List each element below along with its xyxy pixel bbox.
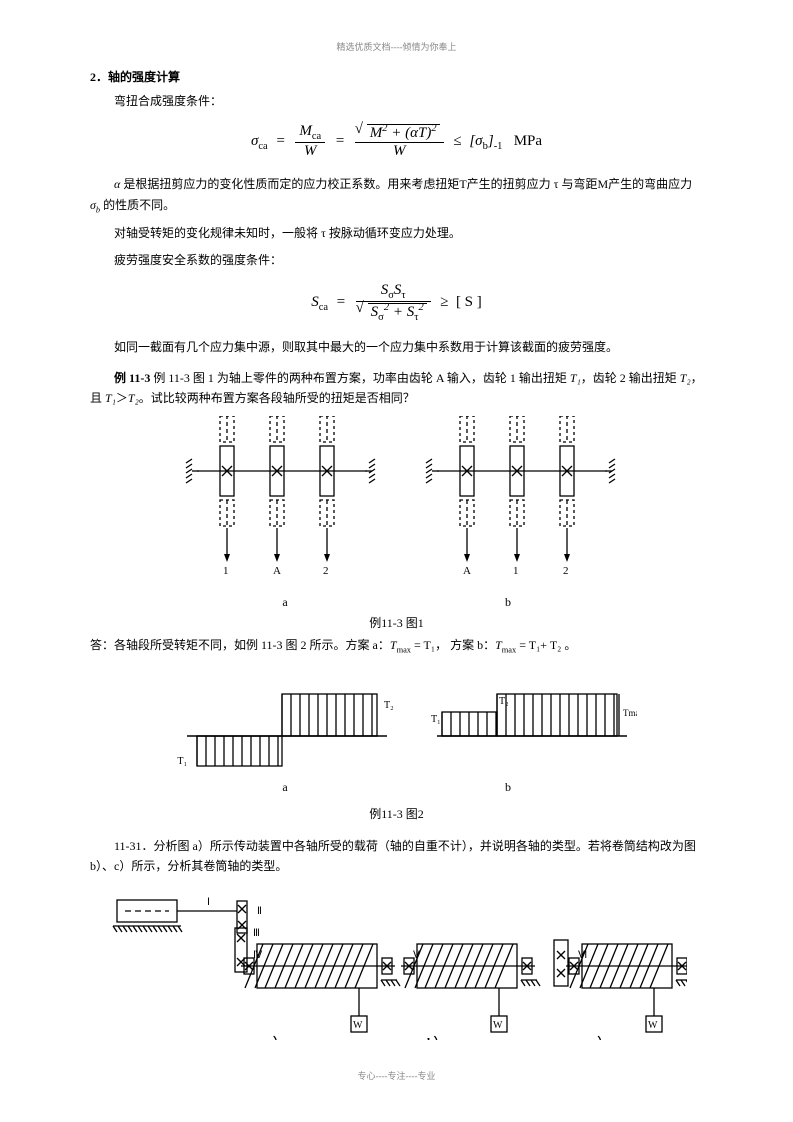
svg-text:1: 1 — [513, 565, 519, 577]
svg-text:Ⅱ: Ⅱ — [257, 906, 262, 917]
figure-1: 1 A 2 A 1 2 — [157, 416, 637, 591]
header-text: 精选优质文档----倾情为你奉上 — [0, 40, 793, 53]
footer-text: 专心----专注----专业 — [0, 1069, 793, 1082]
figure-3: Ⅰ Ⅱ Ⅲ Ⅳ Wa） Ⅴ Wb） Ⅵ Wc） — [107, 885, 687, 1040]
formula-2: Sca = SσSτ Sσ2 + Sτ2 ≥ [ S ] — [90, 282, 703, 323]
svg-text:1: 1 — [223, 565, 229, 577]
svg-text:Ⅰ: Ⅰ — [207, 897, 210, 908]
paragraph: 如同一截面有几个应力集中源，则取其中最大的一个应力集中系数用于计算该截面的疲劳强… — [90, 337, 703, 357]
fig1-caption: 例11-3 图1 — [90, 614, 703, 631]
eq: = — [335, 133, 345, 149]
eq: = — [275, 133, 285, 149]
fraction: Mca W — [295, 123, 325, 160]
svg-text:T₁: T₁ — [177, 756, 187, 767]
leq: ≤ — [453, 133, 461, 149]
paragraph: 弯扭合成强度条件： — [90, 91, 703, 111]
fig2-caption: 例11-3 图2 — [90, 805, 703, 822]
svg-text:T₂: T₂ — [499, 696, 509, 707]
example-title: 例 11-3 例 11-3 图 1 为轴上零件的两种布置方案，功率由齿轮 A 输… — [90, 368, 703, 409]
paragraph: 对轴受转矩的变化规律未知时，一般将 τ 按脉动循环变应力处理。 — [90, 223, 703, 243]
svg-text:Ⅵ: Ⅵ — [578, 950, 587, 961]
paragraph-1131: 11-31．分析图 a）所示传动装置中各轴所受的载荷（轴的自重不计），并说明各轴… — [90, 836, 703, 877]
fig1-label-a: a — [282, 595, 287, 609]
svg-text:c）: c） — [592, 1034, 609, 1040]
section-heading: 2．轴的强度计算 — [90, 68, 703, 85]
page: { "header": "精选优质文档----倾情为你奉上", "footer"… — [0, 0, 793, 1122]
sym: σca — [251, 133, 268, 149]
svg-text:T₂: T₂ — [384, 700, 394, 711]
svg-text:2: 2 — [323, 565, 329, 577]
svg-text:A: A — [463, 565, 471, 577]
svg-text:Tmax: Tmax — [623, 708, 637, 718]
svg-text:a）: a） — [267, 1034, 285, 1040]
fig1-label-b: b — [505, 595, 511, 609]
answer-text: 答：各轴段所受转矩不同，如例 11-3 图 2 所示。方案 a：Tmax = T… — [90, 635, 703, 658]
bracket: [σb]-1 — [469, 133, 502, 149]
formula-1: σca = Mca W = M2 + (αT)2 W ≤ [σb]-1 MPa — [90, 123, 703, 160]
paragraph: α 是根据扭剪应力的变化性质而定的应力校正系数。用来考虑扭矩T产生的扭剪应力 τ… — [90, 174, 703, 217]
svg-text:W: W — [648, 1020, 658, 1031]
svg-text:Ⅳ: Ⅳ — [253, 950, 263, 961]
svg-text:A: A — [273, 565, 281, 577]
paragraph: 疲劳强度安全系数的强度条件： — [90, 250, 703, 270]
svg-text:b）: b） — [427, 1034, 446, 1040]
figure-2: T₂ T₁ T₁ T₂ Tmax — [157, 666, 637, 776]
svg-text:Ⅲ: Ⅲ — [253, 928, 260, 939]
svg-text:2: 2 — [563, 565, 569, 577]
svg-text:W: W — [493, 1020, 503, 1031]
svg-text:T₁: T₁ — [431, 714, 441, 725]
fraction: M2 + (αT)2 W — [355, 123, 444, 160]
fig2-label-a: a — [282, 780, 287, 794]
fig2-label-b: b — [505, 780, 511, 794]
svg-text:Ⅴ: Ⅴ — [413, 950, 420, 961]
unit: MPa — [514, 133, 542, 149]
svg-text:W: W — [353, 1020, 363, 1031]
